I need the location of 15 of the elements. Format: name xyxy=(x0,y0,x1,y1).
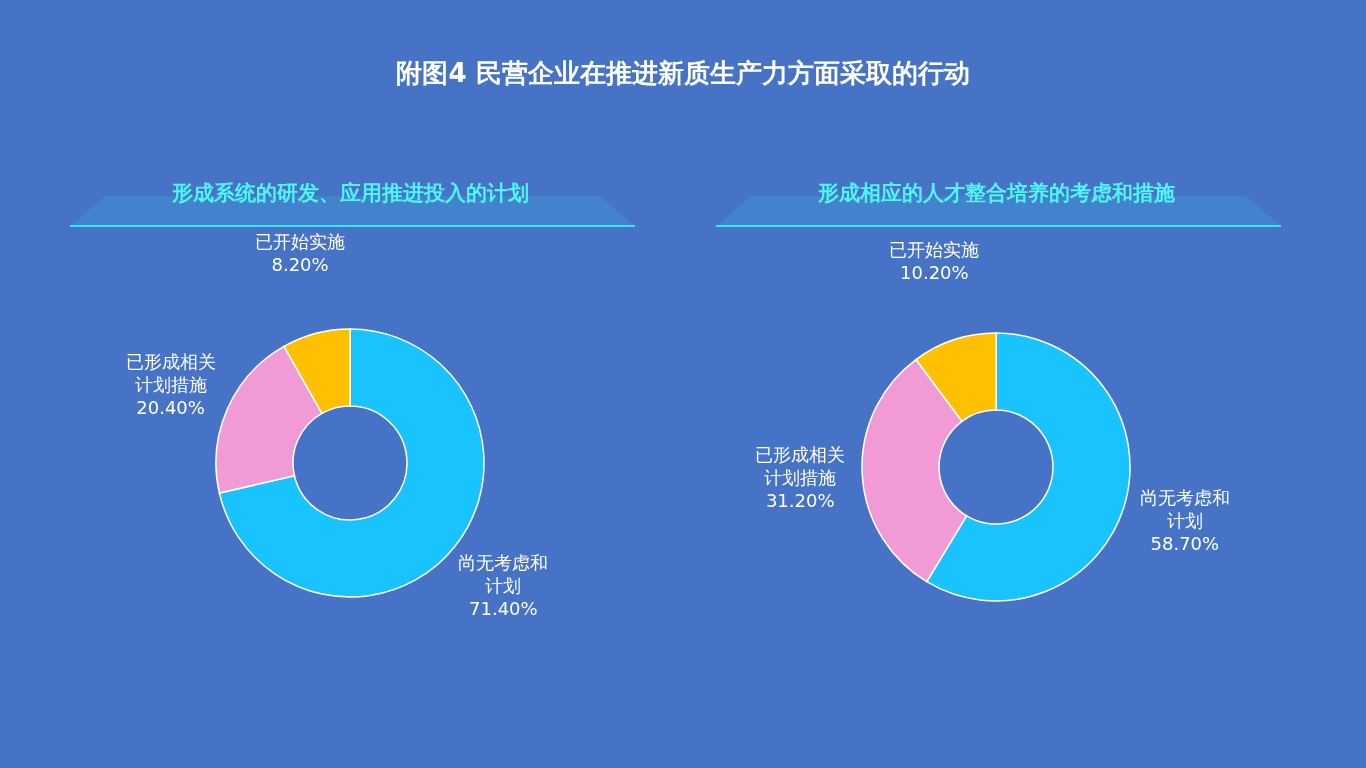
data-label: 20.40% xyxy=(136,397,205,419)
chart-subtitle: 形成相应的人才整合培养的考虑和措施 xyxy=(816,181,1175,205)
slice-label: 尚无考虑和计划 xyxy=(1139,486,1230,531)
data-label: 31.20% xyxy=(765,489,835,511)
data-label: 8.20% xyxy=(271,254,329,276)
slice-label: 已形成相关计划措施 xyxy=(755,443,846,488)
text: 附图4 民营企业在推进新质生产力方面采取的行动 xyxy=(396,58,970,88)
data-label: 58.70% xyxy=(1150,532,1220,554)
slice-label: 已开始实施 xyxy=(255,231,346,253)
slice-label: 已开始实施 xyxy=(889,238,980,260)
data-label: 71.40% xyxy=(469,598,538,620)
chart-subtitle: 形成系统的研发、应用推进投入的计划 xyxy=(170,181,529,205)
data-label: 10.20% xyxy=(900,261,969,283)
slice-label: 已形成相关计划措施 xyxy=(125,351,216,396)
slice-label: 尚无考虑和计划 xyxy=(458,552,549,597)
